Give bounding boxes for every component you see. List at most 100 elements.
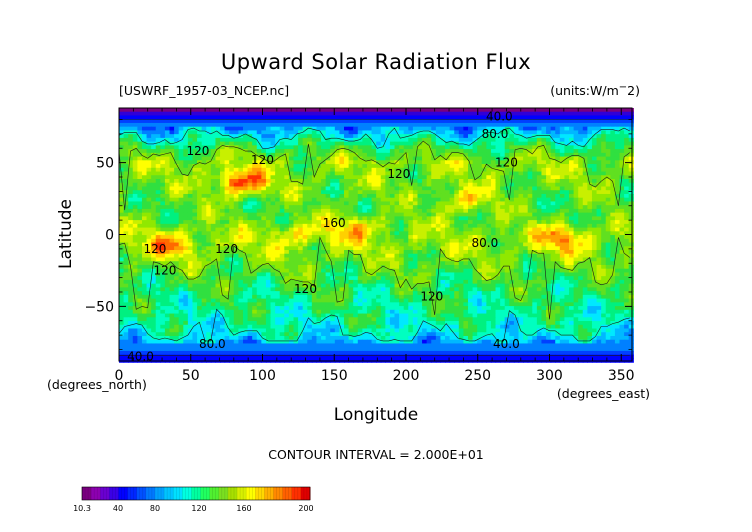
- heatmap-cell: [174, 134, 180, 139]
- heatmap-cell: [229, 235, 235, 240]
- heatmap-cell: [385, 149, 391, 154]
- heatmap-cell: [582, 126, 588, 132]
- heatmap-cell: [224, 156, 230, 161]
- heatmap-cell: [302, 235, 308, 240]
- heatmap-cell: [362, 223, 368, 229]
- heatmap-cell: [302, 137, 308, 143]
- heatmap-cell: [206, 235, 212, 240]
- heatmap-cell: [357, 250, 363, 255]
- heatmap-cell: [472, 242, 478, 247]
- heatmap-cell: [527, 197, 533, 203]
- heatmap-cell: [298, 253, 304, 259]
- heatmap-cell: [582, 246, 588, 251]
- heatmap-cell: [527, 108, 533, 113]
- heatmap-cell: [233, 201, 239, 206]
- heatmap-cell: [500, 201, 506, 206]
- heatmap-cell: [238, 108, 244, 113]
- heatmap-cell: [265, 186, 272, 191]
- heatmap-cell: [307, 250, 313, 255]
- heatmap-cell: [206, 119, 212, 124]
- heatmap-cell: [247, 272, 253, 277]
- heatmap-cell: [431, 175, 437, 180]
- heatmap-cell: [385, 179, 391, 184]
- heatmap-cell: [541, 130, 547, 135]
- heatmap-cell: [605, 235, 611, 240]
- heatmap-cell: [151, 190, 157, 195]
- heatmap-cell: [555, 115, 561, 120]
- heatmap-cell: [252, 257, 258, 262]
- heatmap-cell: [128, 261, 134, 266]
- heatmap-cell: [210, 160, 217, 165]
- heatmap-cell: [422, 242, 428, 247]
- heatmap-cell: [490, 208, 497, 214]
- heatmap-cell: [541, 160, 547, 165]
- heatmap-cell: [265, 130, 272, 135]
- heatmap-cell: [555, 231, 561, 236]
- heatmap-cell: [183, 164, 189, 169]
- heatmap-cell: [128, 235, 134, 240]
- heatmap-cell: [527, 264, 533, 270]
- heatmap-cell: [256, 216, 262, 221]
- heatmap-cell: [624, 108, 630, 113]
- heatmap-cell: [417, 167, 423, 173]
- heatmap-cell: [353, 205, 359, 210]
- heatmap-cell: [591, 227, 598, 232]
- heatmap-cell: [426, 208, 432, 214]
- heatmap-cell: [229, 167, 235, 173]
- heatmap-cell: [422, 149, 428, 154]
- heatmap-cell: [146, 130, 152, 135]
- heatmap-cell: [490, 268, 497, 274]
- heatmap-cell: [559, 108, 566, 113]
- heatmap-cell: [435, 108, 442, 113]
- heatmap-cell: [376, 141, 382, 146]
- heatmap-cell: [307, 193, 313, 199]
- heatmap-cell: [344, 246, 350, 251]
- heatmap-cell: [288, 111, 295, 117]
- heatmap-cell: [174, 160, 180, 165]
- heatmap-cell: [587, 186, 593, 191]
- heatmap-cell: [610, 167, 616, 173]
- heatmap-cell: [261, 130, 267, 135]
- heatmap-cell: [412, 134, 419, 139]
- heatmap-cell: [564, 201, 570, 206]
- heatmap-cell: [316, 145, 322, 150]
- heatmap-cell: [270, 246, 276, 251]
- heatmap-cell: [564, 190, 570, 195]
- heatmap-cell: [270, 253, 276, 259]
- heatmap-cell: [431, 156, 437, 161]
- heatmap-cell: [399, 130, 405, 135]
- heatmap-cell: [238, 201, 244, 206]
- heatmap-cell: [458, 182, 464, 188]
- heatmap-cell: [279, 212, 285, 217]
- heatmap-cell: [247, 141, 253, 146]
- heatmap-cell: [183, 235, 189, 240]
- heatmap-cell: [325, 111, 331, 117]
- heatmap-cell: [123, 156, 129, 161]
- heatmap-cell: [417, 156, 423, 161]
- heatmap-cell: [330, 216, 336, 221]
- heatmap-cell: [614, 126, 621, 132]
- heatmap-cell: [275, 111, 281, 117]
- heatmap-cell: [339, 250, 345, 255]
- heatmap-cell: [174, 179, 180, 184]
- heatmap-cell: [155, 231, 161, 236]
- heatmap-cell: [233, 149, 239, 154]
- heatmap-cell: [403, 122, 409, 128]
- heatmap-cell: [183, 212, 189, 217]
- heatmap-cell: [445, 220, 451, 225]
- heatmap-cell: [155, 264, 161, 270]
- heatmap-cell: [123, 268, 129, 274]
- heatmap-cell: [220, 119, 226, 124]
- heatmap-cell: [316, 149, 322, 154]
- heatmap-cell: [288, 115, 295, 120]
- heatmap-cell: [440, 261, 446, 266]
- heatmap-cell: [233, 134, 239, 139]
- heatmap-cell: [573, 223, 579, 229]
- heatmap-cell: [261, 145, 267, 150]
- heatmap-cell: [210, 238, 217, 244]
- heatmap-cell: [325, 216, 331, 221]
- heatmap-cell: [454, 179, 460, 184]
- heatmap-cell: [123, 242, 129, 247]
- heatmap-cell: [394, 126, 400, 132]
- heatmap-cell: [614, 108, 621, 113]
